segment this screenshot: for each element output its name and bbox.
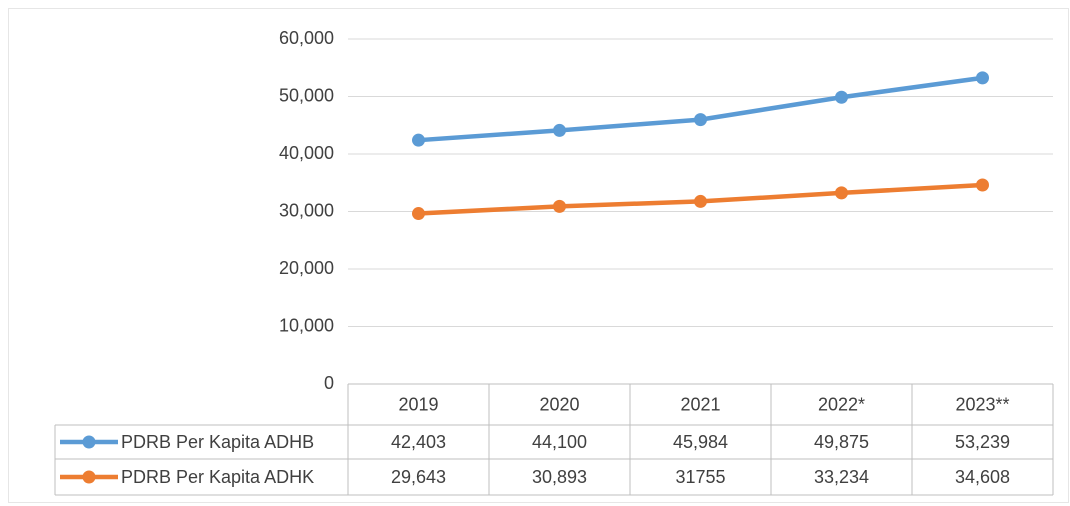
chart-border: [8, 8, 1069, 503]
point: [835, 186, 848, 200]
point: [412, 207, 425, 221]
point: [694, 113, 707, 127]
table-value: 42,403: [391, 432, 446, 452]
x-tick-label: 2019: [398, 394, 438, 414]
y-tick-label: 50,000: [279, 85, 334, 105]
x-tick-label: 2023**: [955, 394, 1009, 414]
table-value: 45,984: [673, 432, 728, 452]
table-value: 49,875: [814, 432, 869, 452]
legend-label: PDRB Per Kapita ADHB: [121, 432, 314, 452]
table-value: 31755: [675, 467, 725, 487]
table-value: 34,608: [955, 467, 1010, 487]
point: [553, 199, 566, 213]
x-tick-label: 2022*: [818, 394, 865, 414]
y-tick-label: 30,000: [279, 200, 334, 220]
point: [976, 178, 989, 192]
point: [553, 123, 566, 137]
y-tick-label: 60,000: [279, 28, 334, 48]
point: [694, 194, 707, 208]
legend-marker: [82, 435, 96, 449]
point: [835, 90, 848, 104]
y-tick-label: 40,000: [279, 143, 334, 163]
y-tick-label: 10,000: [279, 315, 334, 335]
x-tick-label: 2021: [680, 394, 720, 414]
table-value: 44,100: [532, 432, 587, 452]
table-value: 30,893: [532, 467, 587, 487]
table-value: 53,239: [955, 432, 1010, 452]
y-tick-label: 20,000: [279, 258, 334, 278]
legend-marker: [82, 470, 96, 484]
point: [412, 133, 425, 147]
table-value: 33,234: [814, 467, 869, 487]
table-value: 29,643: [391, 467, 446, 487]
point: [976, 71, 989, 85]
y-tick-label: 0: [324, 373, 334, 393]
legend-label: PDRB Per Kapita ADHK: [121, 467, 314, 487]
x-tick-label: 2020: [539, 394, 579, 414]
